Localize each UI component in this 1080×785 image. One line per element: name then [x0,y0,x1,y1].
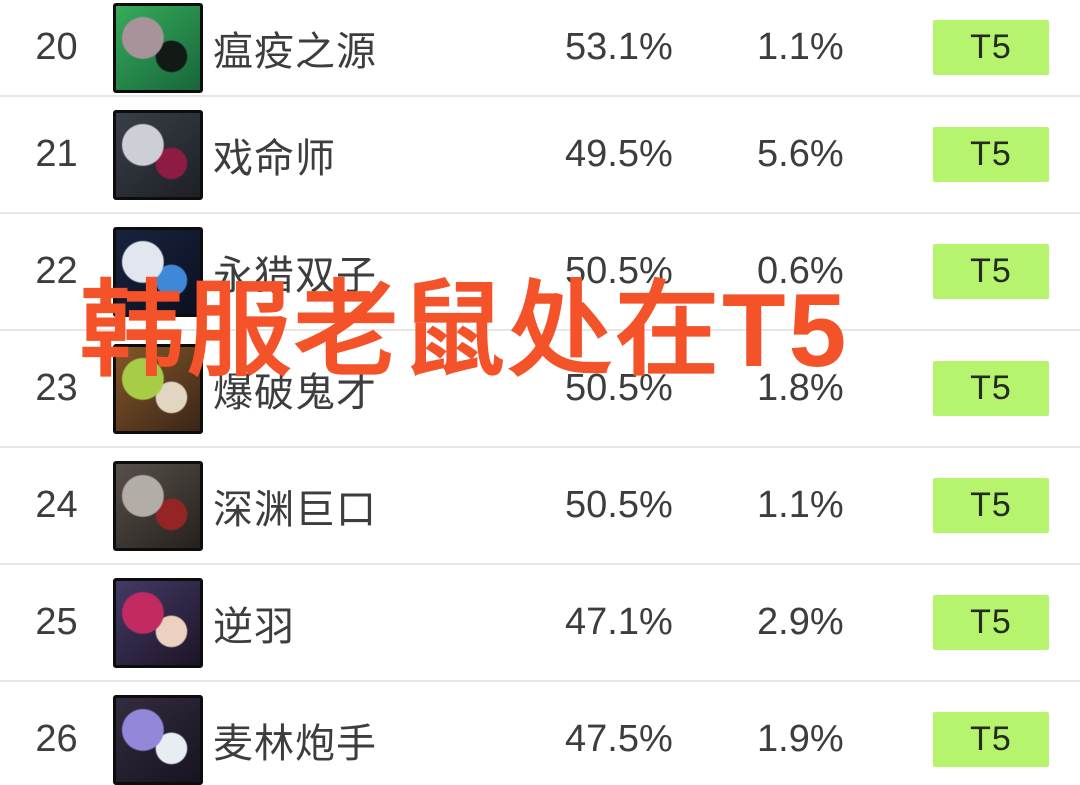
pick-rate-value: 5.6% [757,133,844,175]
table-row[interactable]: 25 逆羽 47.1% 2.9% T5 [0,565,1080,682]
rank-label: 21 [35,133,78,175]
rank-label: 24 [35,484,78,526]
pick-rate-value: 1.9% [757,718,844,760]
table-row[interactable]: 20 瘟疫之源 53.1% 1.1% T5 [0,0,1080,97]
rank-label: 23 [35,367,78,409]
tier-badge: T5 [933,20,1049,75]
champion-name: 爆破鬼才 [213,370,377,415]
tristana-icon [113,694,203,785]
win-rate-value: 50.5% [565,250,673,292]
champion-name: 戏命师 [213,136,336,181]
win-rate-value: 53.1% [565,26,673,68]
kogmaw-icon [113,460,203,551]
table-row[interactable]: 22 永猎双子 50.5% 0.6% T5 [0,214,1080,331]
rank-label: 20 [35,26,78,68]
pick-rate-value: 0.6% [757,250,844,292]
champion-name: 麦林炮手 [213,721,377,766]
rank-label: 22 [35,250,78,292]
table-row[interactable]: 26 麦林炮手 47.5% 1.9% T5 [0,682,1080,785]
pick-rate-value: 1.1% [757,484,844,526]
ziggs-icon [113,343,203,434]
pick-rate-value: 2.9% [757,601,844,643]
rank-label: 25 [35,601,78,643]
twitch-icon [113,2,203,93]
win-rate-value: 50.5% [565,367,673,409]
tier-badge: T5 [933,595,1049,650]
table-row[interactable]: 23 爆破鬼才 50.5% 1.8% T5 [0,331,1080,448]
table-row[interactable]: 24 深渊巨口 50.5% 1.1% T5 [0,448,1080,565]
pick-rate-value: 1.1% [757,26,844,68]
tier-badge: T5 [933,361,1049,416]
champion-name: 瘟疫之源 [213,29,377,74]
jhin-icon [113,109,203,200]
xayah-icon [113,577,203,668]
tier-badge: T5 [933,712,1049,767]
tier-badge: T5 [933,478,1049,533]
win-rate-value: 47.5% [565,718,673,760]
champion-name: 永猎双子 [213,253,377,298]
champion-name: 逆羽 [213,604,295,649]
table-row[interactable]: 21 戏命师 49.5% 5.6% T5 [0,97,1080,214]
tier-badge: T5 [933,127,1049,182]
pick-rate-value: 1.8% [757,367,844,409]
win-rate-value: 49.5% [565,133,673,175]
champion-name: 深渊巨口 [213,487,377,532]
rank-label: 26 [35,718,78,760]
win-rate-value: 50.5% [565,484,673,526]
kindred-icon [113,226,203,317]
tier-badge: T5 [933,244,1049,299]
win-rate-value: 47.1% [565,601,673,643]
